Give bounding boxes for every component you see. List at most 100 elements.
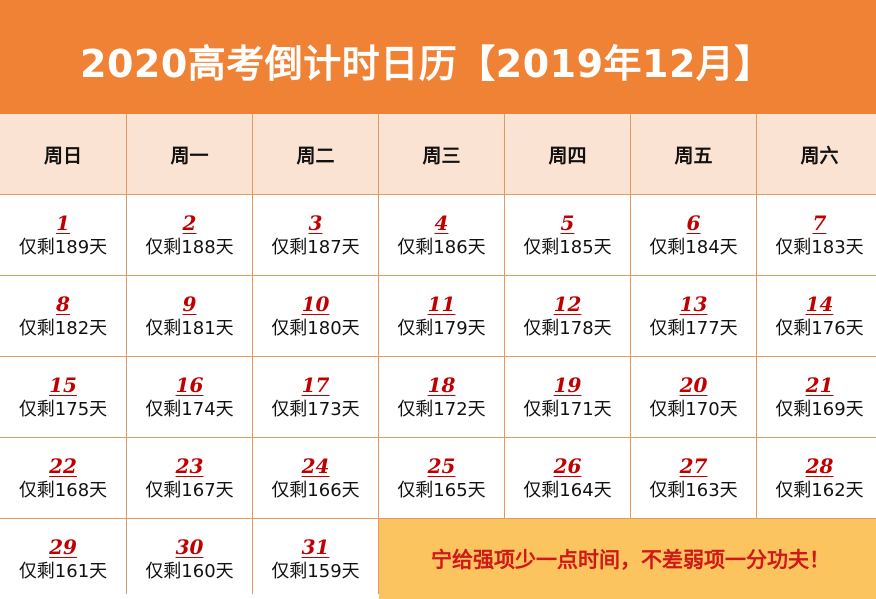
day-number: 2 <box>182 211 197 235</box>
day-cell: 21 仅剩169天 <box>757 357 876 437</box>
day-number: 27 <box>679 454 708 478</box>
day-number: 22 <box>49 454 77 478</box>
days-remaining: 仅剩189天 <box>18 237 108 258</box>
day-cell: 14 仅剩176天 <box>757 276 876 356</box>
motto-text: 宁给强项少一点时间，不差弱项一分功夫！ <box>431 548 830 572</box>
day-number: 4 <box>434 211 449 235</box>
weekday-header-mon: 周一 <box>127 114 252 194</box>
days-remaining: 仅剩169天 <box>775 399 864 420</box>
days-remaining: 仅剩170天 <box>649 399 738 420</box>
day-number: 16 <box>175 373 204 397</box>
days-remaining: 仅剩168天 <box>18 480 108 501</box>
day-number: 26 <box>553 454 582 478</box>
day-number: 17 <box>301 373 330 397</box>
day-number: 1 <box>56 211 70 235</box>
day-number: 3 <box>308 211 323 235</box>
day-number: 31 <box>301 535 330 559</box>
days-remaining: 仅剩162天 <box>775 480 864 501</box>
days-remaining: 仅剩172天 <box>397 399 486 420</box>
day-cell: 11 仅剩179天 <box>379 276 504 356</box>
day-cell: 7 仅剩183天 <box>757 195 876 275</box>
day-cell: 25 仅剩165天 <box>379 438 504 518</box>
days-remaining: 仅剩174天 <box>145 399 234 420</box>
day-cell: 10 仅剩180天 <box>253 276 378 356</box>
days-remaining: 仅剩167天 <box>145 480 234 501</box>
weekday-header-wed: 周三 <box>379 114 504 194</box>
weekday-header-sun: 周日 <box>0 114 126 194</box>
day-number: 15 <box>49 373 77 397</box>
day-number: 14 <box>805 292 834 316</box>
day-number: 8 <box>56 292 70 316</box>
days-remaining: 仅剩165天 <box>397 480 486 501</box>
day-number: 23 <box>175 454 204 478</box>
day-number: 6 <box>686 211 701 235</box>
motto-box: 宁给强项少一点时间，不差弱项一分功夫！ <box>379 519 876 599</box>
days-remaining: 仅剩163天 <box>649 480 738 501</box>
day-cell: 22 仅剩168天 <box>0 438 126 518</box>
day-cell: 12 仅剩178天 <box>505 276 630 356</box>
days-remaining: 仅剩178天 <box>523 318 612 339</box>
day-number: 20 <box>679 373 708 397</box>
days-remaining: 仅剩171天 <box>523 399 612 420</box>
day-cell: 24 仅剩166天 <box>253 438 378 518</box>
day-cell: 16 仅剩174天 <box>127 357 252 437</box>
days-remaining: 仅剩175天 <box>18 399 108 420</box>
day-cell: 26 仅剩164天 <box>505 438 630 518</box>
day-cell: 17 仅剩173天 <box>253 357 378 437</box>
days-remaining: 仅剩186天 <box>397 237 486 258</box>
days-remaining: 仅剩179天 <box>397 318 486 339</box>
days-remaining: 仅剩182天 <box>18 318 108 339</box>
days-remaining: 仅剩161天 <box>18 561 108 582</box>
weekday-header-tue: 周二 <box>253 114 378 194</box>
day-cell: 5 仅剩185天 <box>505 195 630 275</box>
days-remaining: 仅剩177天 <box>649 318 738 339</box>
day-number: 18 <box>427 373 456 397</box>
day-number: 28 <box>805 454 834 478</box>
days-remaining: 仅剩181天 <box>145 318 234 339</box>
day-cell: 13 仅剩177天 <box>631 276 756 356</box>
day-cell: 18 仅剩172天 <box>379 357 504 437</box>
day-number: 10 <box>301 292 330 316</box>
page-title: 2020高考倒计时日历【2019年12月】 <box>80 42 773 86</box>
day-number: 11 <box>427 292 456 316</box>
day-cell: 1 仅剩189天 <box>0 195 126 275</box>
day-number: 25 <box>427 454 456 478</box>
days-remaining: 仅剩180天 <box>271 318 360 339</box>
days-remaining: 仅剩164天 <box>523 480 612 501</box>
days-remaining: 仅剩188天 <box>145 237 234 258</box>
day-cell: 9 仅剩181天 <box>127 276 252 356</box>
weekday-header-sat: 周六 <box>757 114 876 194</box>
day-cell: 19 仅剩171天 <box>505 357 630 437</box>
day-cell: 31 仅剩159天 <box>253 519 378 599</box>
days-remaining: 仅剩159天 <box>271 561 360 582</box>
days-remaining: 仅剩160天 <box>145 561 234 582</box>
day-number: 24 <box>301 454 330 478</box>
day-cell: 15 仅剩175天 <box>0 357 126 437</box>
days-remaining: 仅剩173天 <box>271 399 360 420</box>
days-remaining: 仅剩183天 <box>775 237 864 258</box>
days-remaining: 仅剩187天 <box>271 237 360 258</box>
day-cell: 29 仅剩161天 <box>0 519 126 599</box>
day-number: 9 <box>182 292 197 316</box>
day-number: 29 <box>49 535 77 559</box>
day-cell: 30 仅剩160天 <box>127 519 252 599</box>
calendar-grid: 周日 周一 周二 周三 周四 周五 周六 1 仅剩189天 2 仅剩188天 3 仅剩18… <box>0 114 876 599</box>
days-remaining: 仅剩176天 <box>775 318 864 339</box>
day-cell: 8 仅剩182天 <box>0 276 126 356</box>
day-number: 12 <box>553 292 582 316</box>
day-cell: 6 仅剩184天 <box>631 195 756 275</box>
day-number: 30 <box>175 535 204 559</box>
day-number: 21 <box>805 373 834 397</box>
day-cell: 20 仅剩170天 <box>631 357 756 437</box>
weekday-header-thu: 周四 <box>505 114 630 194</box>
weekday-header-fri: 周五 <box>631 114 756 194</box>
days-remaining: 仅剩166天 <box>271 480 360 501</box>
day-number: 5 <box>560 211 575 235</box>
day-cell: 2 仅剩188天 <box>127 195 252 275</box>
days-remaining: 仅剩185天 <box>523 237 612 258</box>
day-cell: 23 仅剩167天 <box>127 438 252 518</box>
title-banner: 2020高考倒计时日历【2019年12月】 <box>0 0 876 114</box>
day-number: 19 <box>553 373 582 397</box>
days-remaining: 仅剩184天 <box>649 237 738 258</box>
